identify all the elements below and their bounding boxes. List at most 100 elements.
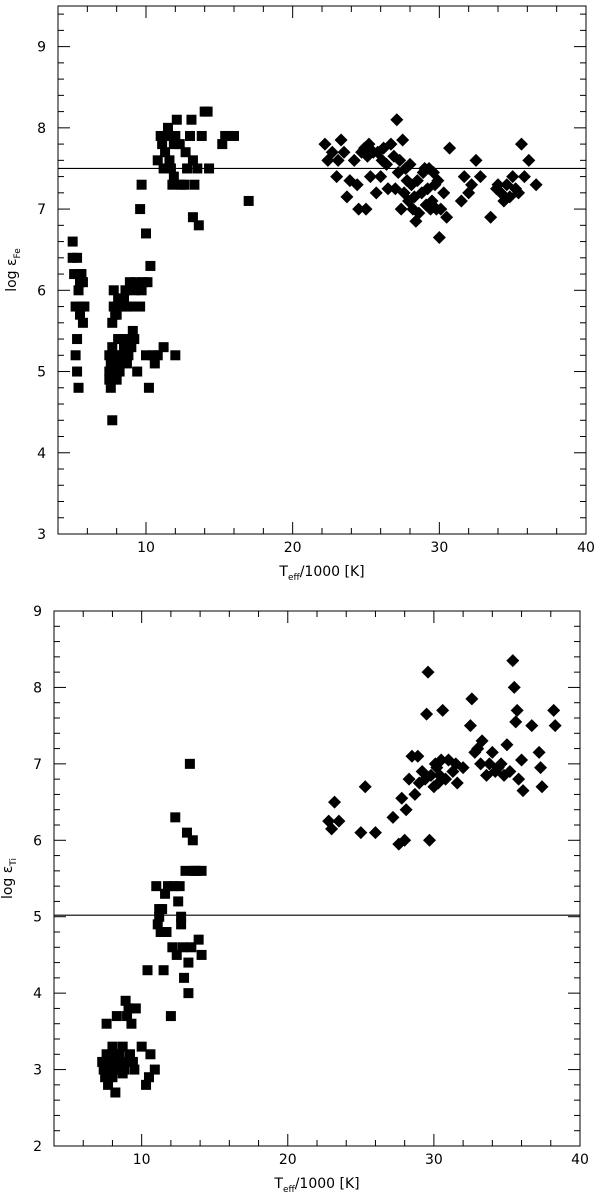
data-point-square xyxy=(152,155,163,166)
data-point-diamond xyxy=(440,210,454,224)
data-point-square xyxy=(193,934,204,945)
data-point-diamond xyxy=(506,654,520,668)
data-point-diamond xyxy=(507,680,521,694)
data-point-diamond xyxy=(475,734,489,748)
data-point-diamond xyxy=(399,803,413,817)
x-tick-label: 30 xyxy=(425,1152,443,1168)
data-point-square xyxy=(184,758,195,769)
data-point-square xyxy=(170,812,181,823)
data-point-square xyxy=(126,301,137,312)
data-point-square xyxy=(168,139,179,150)
data-point-square xyxy=(170,130,181,141)
data-point-square xyxy=(149,358,160,369)
data-point-square xyxy=(111,374,122,385)
data-point-square xyxy=(104,350,115,361)
data-point-square xyxy=(122,1011,133,1022)
data-point-square xyxy=(190,865,201,876)
data-point-square xyxy=(108,285,119,296)
x-axis-label: Teff/1000 [K] xyxy=(273,1176,359,1195)
data-point-square xyxy=(119,293,129,304)
data-point-diamond xyxy=(474,757,488,771)
data-point-square xyxy=(104,1056,115,1067)
data-point-diamond xyxy=(369,186,383,200)
data-point-square xyxy=(187,155,198,166)
data-point-square xyxy=(73,285,84,296)
data-point-diamond xyxy=(450,776,464,790)
data-point-diamond xyxy=(436,703,450,717)
data-point-square xyxy=(114,358,125,369)
data-point-diamond xyxy=(408,787,422,801)
data-point-square xyxy=(187,835,198,846)
data-point-square xyxy=(136,285,147,296)
data-point-square xyxy=(158,965,169,976)
plot-frame xyxy=(57,5,587,535)
data-point-diamond xyxy=(512,772,526,786)
data-point-diamond xyxy=(515,753,529,767)
x-tick-label: 30 xyxy=(430,540,448,556)
data-point-diamond xyxy=(412,206,426,220)
data-point-square xyxy=(124,1049,135,1060)
data-point-square xyxy=(176,919,187,930)
data-point-diamond xyxy=(456,761,470,775)
data-point-square xyxy=(136,179,147,190)
data-point-square xyxy=(130,1003,141,1014)
data-point-square xyxy=(204,163,215,174)
y-tick-label: 6 xyxy=(33,833,42,849)
data-point-square xyxy=(76,301,87,312)
data-point-square xyxy=(179,972,190,983)
data-point-diamond xyxy=(318,137,332,151)
data-point-square xyxy=(127,325,138,336)
data-point-square xyxy=(229,130,239,141)
data-point-square xyxy=(243,195,254,206)
y-tick-label: 8 xyxy=(33,680,42,696)
data-point-square xyxy=(104,366,115,377)
data-point-diamond xyxy=(443,141,457,155)
data-point-square xyxy=(111,350,122,361)
data-point-square xyxy=(220,130,231,141)
data-point-diamond xyxy=(512,186,526,200)
data-point-square xyxy=(202,106,213,117)
data-point-diamond xyxy=(437,186,451,200)
data-point-square xyxy=(152,350,163,361)
chart-2: 10 20 30 40 2 3 4 5 6 7 8 9 Teff/1000 [K] log εTi xyxy=(0,604,589,1195)
data-point-diamond xyxy=(516,784,530,798)
data-point-diamond xyxy=(410,174,424,188)
series-square xyxy=(67,106,254,426)
data-point-square xyxy=(196,865,207,876)
data-point-square xyxy=(180,147,191,158)
y-axis-label-main: log ε xyxy=(0,866,16,899)
data-point-diamond xyxy=(395,791,409,805)
data-point-diamond xyxy=(331,153,345,167)
data-point-square xyxy=(114,366,125,377)
data-point-square xyxy=(141,228,151,239)
data-point-diamond xyxy=(363,170,377,184)
data-point-square xyxy=(123,1003,134,1014)
data-point-square xyxy=(67,236,78,247)
data-point-square xyxy=(119,342,129,353)
data-point-square xyxy=(196,949,207,960)
y-tick-label: 2 xyxy=(33,1139,42,1155)
data-point-square xyxy=(72,252,83,263)
data-point-square xyxy=(176,911,187,922)
data-point-square xyxy=(217,139,228,150)
data-point-square xyxy=(132,366,143,377)
data-point-square xyxy=(174,881,185,892)
x-tick-label: 10 xyxy=(133,1152,151,1168)
y-axis-label-sub: Ti xyxy=(9,858,19,867)
data-point-diamond xyxy=(325,145,339,159)
data-point-square xyxy=(124,277,135,288)
data-point-diamond xyxy=(337,145,351,159)
data-point-diamond xyxy=(403,157,417,171)
y-tick-label: 9 xyxy=(37,40,46,56)
x-tick-label: 40 xyxy=(577,540,595,556)
data-point-square xyxy=(167,942,178,953)
data-point-square xyxy=(120,285,131,296)
data-point-diamond xyxy=(334,133,348,147)
data-point-square xyxy=(107,1072,118,1083)
data-point-square xyxy=(97,1056,108,1067)
x-tick-label: 20 xyxy=(279,1152,297,1168)
data-point-diamond xyxy=(375,153,389,167)
data-point-square xyxy=(160,147,171,158)
data-point-square xyxy=(117,1041,128,1052)
